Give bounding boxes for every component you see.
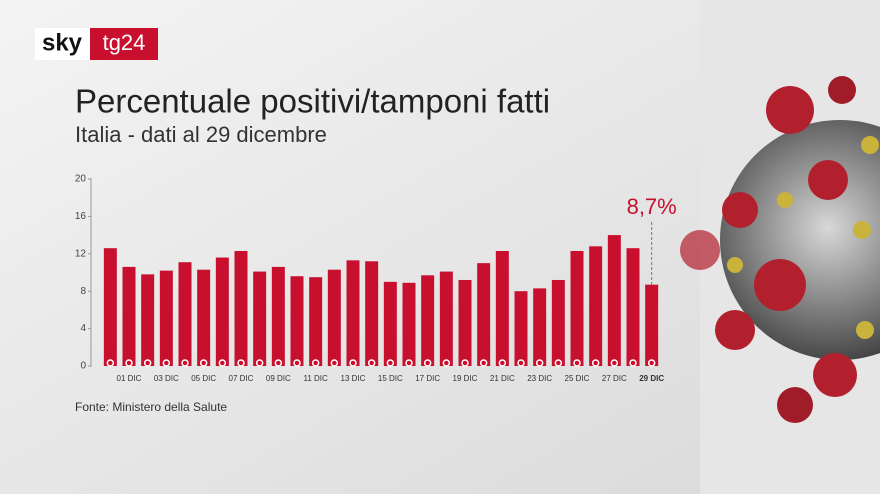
bar-dot bbox=[629, 359, 637, 367]
x-tick-label: 09 DIC bbox=[266, 374, 291, 383]
x-tick-label: 23 DIC bbox=[527, 374, 552, 383]
x-tick-label: 11 DIC bbox=[304, 374, 329, 383]
y-tick-label: 12 bbox=[75, 248, 87, 259]
bar bbox=[458, 279, 472, 366]
logo-channel: tg24 bbox=[103, 30, 146, 55]
bar-dot bbox=[647, 359, 656, 367]
bar-dot bbox=[479, 359, 488, 367]
bar bbox=[122, 266, 136, 366]
bar bbox=[346, 260, 360, 366]
bar-dot bbox=[218, 359, 227, 367]
bar bbox=[645, 284, 659, 366]
bar bbox=[197, 269, 211, 366]
bar-dot bbox=[349, 359, 357, 367]
bar bbox=[141, 274, 155, 366]
bar bbox=[514, 291, 528, 366]
bar-dot bbox=[386, 359, 395, 367]
bar-dot bbox=[573, 359, 581, 367]
bar-dot bbox=[442, 359, 451, 367]
y-tick-label: 0 bbox=[80, 361, 86, 372]
logo-box bbox=[35, 28, 90, 60]
bar bbox=[421, 275, 435, 366]
bar bbox=[477, 263, 491, 366]
chart-title: Percentuale positivi/tamponi fatti bbox=[75, 83, 550, 120]
bar bbox=[383, 281, 397, 366]
source: Fonte: Ministero della Salute bbox=[75, 400, 227, 414]
x-tick-label: 17 DIC bbox=[415, 374, 440, 383]
x-tick-label: 21 DIC bbox=[490, 374, 515, 383]
y-tick-label: 20 bbox=[75, 174, 87, 185]
bar-dot bbox=[535, 359, 544, 367]
value-label: 8,7% bbox=[627, 194, 677, 219]
bar-dot bbox=[461, 359, 469, 367]
bar-dot bbox=[367, 359, 376, 367]
bar bbox=[215, 257, 229, 366]
bar bbox=[159, 270, 173, 366]
y-tick-label: 4 bbox=[80, 323, 86, 334]
x-tick-label: 25 DIC bbox=[565, 374, 590, 383]
x-tick-label: 01 DIC bbox=[117, 374, 142, 383]
bar-dot bbox=[293, 359, 301, 367]
bar bbox=[290, 276, 304, 366]
bar-dot bbox=[274, 359, 283, 367]
bar-dot bbox=[330, 359, 339, 367]
bar bbox=[551, 279, 565, 366]
bar bbox=[402, 282, 416, 366]
bar-dot bbox=[498, 359, 507, 367]
bar bbox=[495, 250, 509, 366]
bar-dot bbox=[162, 359, 171, 367]
y-tick-label: 8 bbox=[80, 286, 86, 297]
chart-subtitle: Italia - dati al 29 dicembre bbox=[75, 122, 327, 147]
virus-image bbox=[680, 0, 880, 494]
bar bbox=[271, 266, 285, 366]
bar-dot bbox=[423, 359, 432, 367]
bar bbox=[570, 250, 584, 366]
bar bbox=[439, 271, 453, 366]
bar-dot bbox=[517, 359, 525, 367]
bar bbox=[309, 277, 323, 366]
bar bbox=[234, 250, 248, 366]
bar bbox=[103, 248, 117, 366]
x-tick-label: 27 DIC bbox=[602, 374, 627, 383]
bar bbox=[626, 248, 640, 366]
bar-dot bbox=[591, 359, 600, 367]
bar-dot bbox=[125, 359, 133, 367]
bar bbox=[533, 288, 547, 366]
bar bbox=[327, 269, 341, 366]
bar bbox=[589, 246, 603, 366]
logo: sky tg24 bbox=[35, 28, 158, 60]
bar bbox=[253, 271, 267, 366]
x-tick-label: 03 DIC bbox=[154, 374, 179, 383]
bar-dot bbox=[237, 359, 245, 367]
bar bbox=[178, 262, 192, 366]
x-tick-label: 29 DIC bbox=[639, 374, 664, 383]
bar-dot bbox=[311, 359, 320, 367]
bar-dot bbox=[199, 359, 208, 367]
x-tick-label: 15 DIC bbox=[378, 374, 403, 383]
logo-brand: sky bbox=[42, 29, 83, 56]
bar-dot bbox=[554, 359, 563, 367]
bar-dot bbox=[255, 359, 264, 367]
x-tick-label: 05 DIC bbox=[191, 374, 216, 383]
x-tick-label: 13 DIC bbox=[341, 374, 366, 383]
bar bbox=[607, 235, 621, 366]
bar-dot bbox=[610, 359, 619, 367]
bar-dot bbox=[405, 359, 413, 367]
bar-dot bbox=[143, 359, 152, 367]
x-tick-label: 07 DIC bbox=[229, 374, 254, 383]
y-tick-label: 16 bbox=[75, 211, 87, 222]
logo-box-red bbox=[90, 28, 158, 60]
bar-dot bbox=[181, 359, 189, 367]
bar-dot bbox=[106, 359, 115, 367]
bar bbox=[365, 261, 379, 366]
x-tick-label: 19 DIC bbox=[453, 374, 478, 383]
